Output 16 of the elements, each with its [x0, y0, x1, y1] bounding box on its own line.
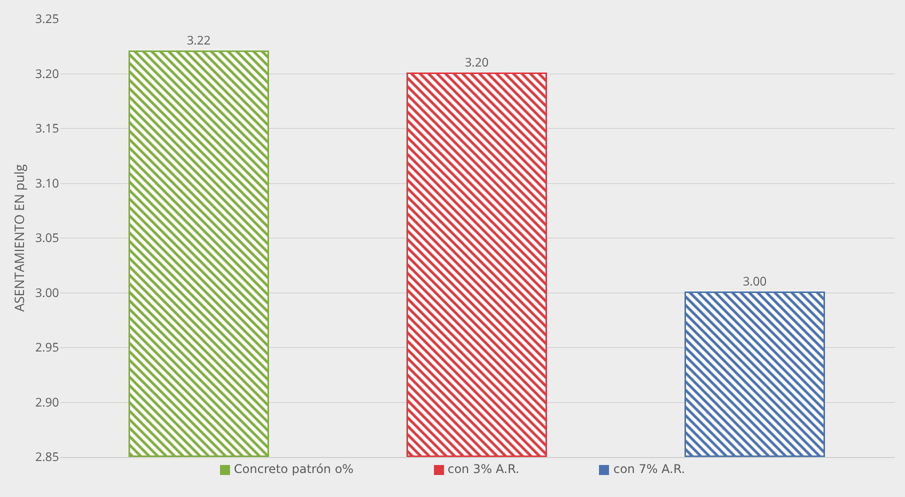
series-label: con 3% A.R. [448, 462, 520, 476]
series-label: con 7% A.R. [613, 462, 686, 476]
data-label: 3.00 [742, 272, 767, 290]
data-label: 3.20 [464, 53, 489, 70]
data-label: 3.22 [186, 31, 211, 48]
y-tick-label: 3.05 [35, 229, 60, 246]
series-label: Concreto patrón o% [234, 462, 354, 476]
y-tick-label: 3.25 [35, 10, 60, 28]
y-tick-label: 3.10 [35, 174, 60, 192]
y-tick-label: 2.95 [35, 338, 60, 356]
y-tick-label: 3.15 [35, 120, 60, 137]
y-tick-label: 3.00 [35, 284, 60, 301]
y-tick-label: 3.20 [35, 64, 60, 82]
y-tick-label: 2.90 [35, 393, 60, 410]
y-tick-label: 2.85 [35, 448, 60, 466]
y-axis-title: ASENTAMIENTO EN pulg [10, 164, 28, 312]
